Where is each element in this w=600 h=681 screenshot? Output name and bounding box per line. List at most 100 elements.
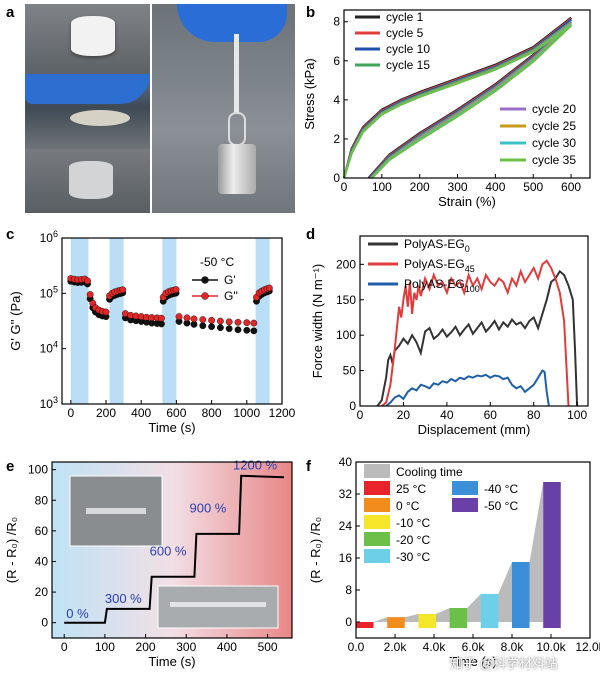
c-x-tick-label: 400	[131, 406, 151, 420]
legend-swatch	[364, 515, 390, 529]
b-y-tick-label: 2	[333, 132, 340, 146]
data-point-g-double-prime	[244, 319, 250, 325]
panel-label-b: b	[306, 4, 315, 21]
legend-label: G'	[224, 273, 236, 287]
legend-label: cycle 35	[532, 153, 576, 167]
data-point-g-double-prime	[251, 320, 257, 326]
c-y-tick-base: 10	[40, 286, 54, 300]
f-y-tick-label: 8	[345, 583, 352, 597]
legend-label: cycle 30	[532, 136, 576, 150]
e-y-tick-label: 20	[35, 585, 49, 599]
d-y-tick-label: 100	[336, 328, 356, 342]
c-y-axis-label: G' G'' (Pa)	[8, 291, 23, 350]
bar--50C	[543, 482, 561, 622]
inset-sensor-strip-unstretched	[170, 602, 266, 607]
annotation-strain-label: 1200 %	[233, 458, 278, 473]
annotation-strain-label: 0 %	[66, 606, 89, 621]
e-y-tick-label: 0	[41, 616, 48, 630]
b-x-tick-label: 300	[448, 180, 468, 194]
data-point-g-double-prime	[226, 319, 232, 325]
data-point-g-prime	[158, 321, 164, 327]
data-point-g-prime	[244, 327, 250, 333]
legend-label: cycle 15	[386, 58, 430, 72]
d-x-axis-label: Displacement (mm)	[418, 422, 531, 437]
data-point-g-double-prime	[158, 315, 164, 321]
annotation-strain-label: 300 %	[105, 591, 142, 606]
e-x-tick-label: 0	[61, 640, 68, 654]
watermark-text: 知乎 @科学材料站	[450, 653, 558, 672]
b-y-tick-label: 6	[333, 54, 340, 68]
f-y-tick-label: 0	[345, 615, 352, 629]
b-y-tick-label: 0	[333, 171, 340, 185]
chart-f: 0.02.0k4.0k6.0k8.0k10.0k12.0k0816243240T…	[300, 450, 600, 676]
c-y-tick-exponent: 4	[53, 340, 58, 350]
panel-label-f: f	[306, 458, 311, 475]
hydrogel-cylinder-shape	[71, 16, 115, 56]
annotation-temperature: -50 °C	[200, 255, 234, 269]
c-x-tick-label: 200	[96, 406, 116, 420]
b-x-tick-label: 0	[341, 180, 348, 194]
d-y-tick-label: 150	[336, 293, 356, 307]
b-x-tick-label: 400	[485, 180, 505, 194]
f-y-axis-label: (R - R₀) /R₀	[308, 517, 323, 583]
c-y-tick-exponent: 3	[53, 395, 58, 405]
recovered-gel-shape	[69, 161, 113, 199]
c-x-axis-label: Time (s)	[148, 420, 195, 435]
e-x-tick-label: 500	[258, 640, 278, 654]
inset-sensor-strip	[86, 508, 146, 514]
e-y-tick-label: 100	[28, 463, 48, 477]
d-x-tick-label: 60	[484, 408, 498, 422]
legend-swatch	[364, 464, 390, 478]
legend-label-name: PolyAS-EG	[404, 257, 465, 271]
bar-base--10C	[418, 622, 436, 628]
legend-swatch-marker	[202, 277, 209, 284]
bar-0C	[387, 617, 405, 622]
legend-label: cycle 10	[386, 42, 430, 56]
panel-label-c: c	[6, 226, 14, 243]
legend-swatch	[452, 498, 478, 512]
cooling-band	[162, 238, 176, 404]
data-point-g-double-prime	[217, 318, 223, 324]
data-point-g-double-prime	[120, 287, 126, 293]
cooling-band	[71, 238, 89, 404]
d-x-tick-label: 40	[440, 408, 454, 422]
legend-label-subscript: 100	[465, 284, 480, 294]
data-point-g-prime	[217, 324, 223, 330]
bar-base--30C	[481, 622, 499, 628]
legend-label: G''	[224, 289, 238, 303]
c-x-tick-label: 1000	[233, 406, 260, 420]
legend-label: cycle 5	[386, 26, 424, 40]
legend-label: -10 °C	[396, 516, 430, 530]
photo-hydrogel-cylinder	[25, 4, 150, 74]
photo-weight-hanging	[152, 4, 295, 213]
legend-label: cycle 20	[532, 102, 576, 116]
f-y-tick-label: 40	[339, 455, 353, 469]
bar--30C	[481, 594, 499, 622]
data-point-g-double-prime	[173, 286, 179, 292]
d-y-axis-label: Force width (N m⁻¹)	[310, 264, 325, 378]
weight-shape	[218, 144, 256, 194]
bar--40C	[512, 562, 530, 622]
e-y-tick-label: 80	[35, 493, 49, 507]
compressed-gel-shape	[70, 110, 130, 126]
c-x-tick-label: 600	[166, 406, 186, 420]
legend-swatch	[364, 549, 390, 563]
d-x-tick-label: 20	[397, 408, 411, 422]
panel-f: f 0.02.0k4.0k6.0k8.0k10.0k12.0k081624324…	[300, 450, 600, 676]
legend-label: PolyAS-EG0	[404, 237, 470, 254]
photo-recovered-gel	[25, 149, 150, 213]
f-x-tick-label: 12.0k	[575, 640, 600, 654]
legend-label: -50 °C	[484, 499, 518, 513]
legend-label: -40 °C	[484, 482, 518, 496]
legend-label: PolyAS-EG45	[404, 257, 475, 274]
bar-base-0C	[387, 622, 405, 628]
c-x-tick-label: 800	[202, 406, 222, 420]
d-y-tick-label: 0	[349, 399, 356, 413]
e-y-axis-label: (R - R₀) /R₀	[4, 517, 19, 583]
legend-swatch	[452, 481, 478, 495]
